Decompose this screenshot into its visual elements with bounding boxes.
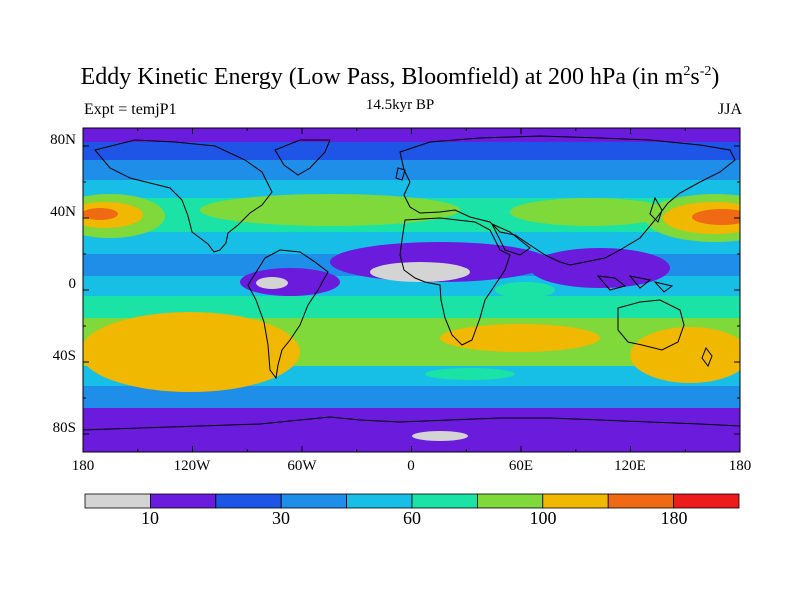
- y-tick-0: 0: [68, 276, 77, 292]
- x-tick-0: 0: [407, 458, 415, 474]
- south-america-coast: [247, 249, 329, 380]
- axis-ticks: [82, 128, 741, 452]
- colorbar: [84, 493, 740, 509]
- colorbar-label-30: 30: [272, 508, 290, 528]
- indian-ocean-low: [530, 248, 670, 288]
- experiment-label: Expt = temjP1: [84, 101, 177, 118]
- x-tick-120e: 120E: [614, 458, 646, 474]
- colorbar-segment: [215, 493, 282, 509]
- indian-ocean-patch: [495, 282, 555, 298]
- australia-coast: [617, 299, 685, 351]
- pacific-jet-max-east: [692, 209, 740, 225]
- colorbar-label-10: 10: [141, 508, 159, 528]
- amazon-low: [240, 268, 340, 296]
- british-isles-coast: [395, 167, 406, 181]
- colorbar-segment: [411, 493, 478, 509]
- south-indian-ocean-max: [440, 324, 600, 352]
- colorbar-segment: [346, 493, 413, 509]
- colorbar-segment: [673, 493, 740, 509]
- colorbar-label-100: 100: [529, 508, 557, 528]
- colorbar-segment: [280, 493, 348, 509]
- southern-ocean-patch: [425, 368, 515, 380]
- plot-title: Eddy Kinetic Energy (Low Pass, Bloomfiel…: [80, 64, 720, 90]
- greenland-coast: [274, 139, 331, 176]
- colorbar-segment: [84, 493, 151, 509]
- atlantic-jet-band: [200, 194, 460, 226]
- x-tick-60e: 60E: [508, 458, 534, 474]
- y-tick-80s: 80S: [52, 420, 76, 436]
- colorbar-segment: [542, 493, 609, 509]
- north-america-coast: [94, 139, 273, 253]
- arabia-coast: [490, 222, 531, 256]
- sahel-min: [370, 262, 470, 282]
- eke-field: [83, 128, 740, 452]
- amazon-min: [256, 277, 288, 289]
- south-pacific-max: [83, 312, 300, 392]
- japan-coast: [649, 196, 663, 223]
- coastline: [83, 135, 740, 431]
- y-tick-80n: 80N: [50, 132, 76, 148]
- plot-subtitle: 14.5kyr BP: [365, 97, 435, 113]
- y-tick-40s: 40S: [52, 348, 76, 364]
- colorbar-segment: [476, 493, 544, 509]
- antarctica-coast: [83, 416, 740, 431]
- indonesia-coast: [596, 275, 674, 293]
- y-tick-40n: 40N: [50, 204, 76, 220]
- africa-coast: [399, 217, 511, 346]
- new-zealand-coast: [701, 346, 713, 368]
- south-pacific-max-east: [630, 327, 740, 383]
- x-tick-180w: 180: [71, 458, 95, 474]
- eurasia-coast: [399, 135, 736, 266]
- colorbar-label-180: 180: [660, 508, 688, 528]
- x-tick-180e: 180: [728, 458, 752, 474]
- colorbar-segment: [607, 493, 675, 509]
- antarctic-min: [412, 431, 468, 441]
- x-tick-120w: 120W: [173, 458, 211, 474]
- asian-jet-band: [510, 198, 670, 226]
- colorbar-label-60: 60: [403, 508, 421, 528]
- pacific-jet-max-west: [83, 208, 118, 220]
- x-tick-60w: 60W: [287, 458, 317, 474]
- colorbar-segment: [149, 493, 217, 509]
- season-label: JJA: [717, 101, 742, 118]
